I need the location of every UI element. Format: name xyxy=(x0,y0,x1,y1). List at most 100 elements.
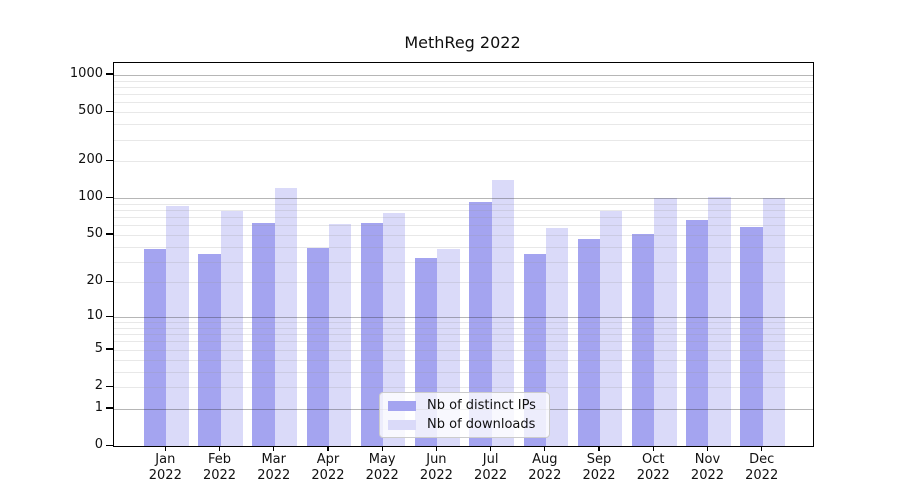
legend-label: Nb of downloads xyxy=(427,417,536,432)
x-tick-mark xyxy=(761,446,763,452)
minor-gridline xyxy=(114,341,813,343)
x-tick-label-jan: Jan 2022 xyxy=(148,452,182,483)
y-tick-label: 100 xyxy=(78,189,103,205)
x-tick-label-jul: Jul 2022 xyxy=(474,452,508,483)
minor-gridline xyxy=(114,282,813,284)
bar-downloads-feb xyxy=(220,211,243,446)
bar-distinct-ips-oct xyxy=(631,233,655,446)
y-tick-label: 0 xyxy=(94,437,103,452)
legend-swatch-distinct-ips xyxy=(388,400,416,411)
minor-gridline xyxy=(114,261,813,263)
legend-label: Nb of distinct IPs xyxy=(427,398,536,413)
minor-gridline xyxy=(114,349,813,351)
x-tick-label-may: May 2022 xyxy=(365,452,399,483)
minor-gridline xyxy=(114,94,813,96)
x-tick-mark xyxy=(435,446,438,452)
bar-downloads-apr xyxy=(328,224,352,446)
minor-gridline xyxy=(114,161,813,163)
minor-gridline xyxy=(114,387,813,388)
x-tick-label-aug: Aug 2022 xyxy=(528,452,562,483)
x-tick-label-jun: Jun 2022 xyxy=(419,452,453,483)
minor-gridline xyxy=(114,371,813,373)
minor-gridline xyxy=(114,139,813,141)
y-tick-mark xyxy=(106,280,113,283)
major-gridline xyxy=(114,74,813,76)
major-gridline xyxy=(114,317,813,319)
minor-gridline xyxy=(114,124,813,126)
minor-gridline xyxy=(114,112,813,114)
bar-downloads-nov xyxy=(708,196,731,446)
y-tick-mark xyxy=(106,348,113,350)
minor-gridline xyxy=(114,225,813,227)
x-tick-mark xyxy=(164,446,166,452)
bar-distinct-ips-mar xyxy=(252,222,275,446)
x-tick-label-mar: Mar 2022 xyxy=(257,452,291,483)
chart-title: MethReg 2022 xyxy=(404,33,521,52)
bar-distinct-ips-sep xyxy=(577,239,601,446)
bar-distinct-ips-dec xyxy=(740,227,763,446)
minor-gridline xyxy=(114,217,813,219)
bars-layer xyxy=(114,63,813,446)
y-tick-mark xyxy=(106,73,113,75)
x-tick-mark xyxy=(381,446,383,452)
plot-area xyxy=(113,62,814,447)
bar-downloads-mar xyxy=(274,188,298,446)
x-tick-mark xyxy=(706,446,709,452)
x-tick-mark xyxy=(327,446,329,452)
minor-gridline xyxy=(114,322,813,324)
bar-distinct-ips-nov xyxy=(686,220,709,446)
y-tick-mark xyxy=(106,196,113,198)
bar-downloads-sep xyxy=(600,210,623,446)
y-tick-label: 1000 xyxy=(69,65,103,81)
x-tick-mark xyxy=(598,446,600,452)
x-tick-label-apr: Apr 2022 xyxy=(311,452,345,483)
y-tick-mark xyxy=(106,110,113,112)
y-tick-label: 200 xyxy=(78,152,103,168)
y-tick-mark xyxy=(106,444,113,446)
minor-gridline xyxy=(114,86,813,88)
y-tick-label: 5 xyxy=(94,340,103,356)
bar-downloads-jan xyxy=(166,206,189,446)
minor-gridline xyxy=(114,334,813,336)
y-tick-label: 20 xyxy=(86,273,103,289)
major-gridline xyxy=(114,198,813,200)
x-tick-mark xyxy=(652,446,654,452)
y-tick-mark xyxy=(106,159,113,161)
y-tick-label: 500 xyxy=(78,103,103,119)
minor-gridline xyxy=(114,80,813,82)
bar-distinct-ips-feb xyxy=(198,253,221,446)
legend-swatch-downloads xyxy=(388,419,416,430)
y-tick-label: 10 xyxy=(86,308,103,324)
y-tick-mark xyxy=(106,233,113,235)
minor-gridline xyxy=(114,203,813,205)
minor-gridline xyxy=(114,102,813,104)
y-tick-label: 2 xyxy=(94,378,103,393)
y-tick-mark xyxy=(106,385,113,387)
y-tick-label: 50 xyxy=(86,225,103,241)
x-tick-label-feb: Feb 2022 xyxy=(202,452,237,483)
legend-item-distinct-ips: Nb of distinct IPs xyxy=(388,398,541,413)
legend-item-downloads: Nb of downloads xyxy=(388,417,541,432)
grid-layer xyxy=(114,63,813,446)
bar-distinct-ips-apr xyxy=(306,247,329,446)
x-tick-label-dec: Dec 2022 xyxy=(745,452,779,483)
bar-downloads-oct xyxy=(654,198,677,446)
y-tick-mark xyxy=(106,315,113,318)
minor-gridline xyxy=(114,246,813,248)
bar-downloads-dec xyxy=(762,197,785,446)
bar-distinct-ips-jan xyxy=(144,249,167,446)
x-tick-mark xyxy=(544,446,546,452)
x-tick-label-sep: Sep 2022 xyxy=(582,452,616,483)
minor-gridline xyxy=(114,210,813,211)
minor-gridline xyxy=(114,328,813,329)
y-tick-mark xyxy=(106,407,113,409)
y-tick-label: 1 xyxy=(94,399,103,415)
legend: Nb of distinct IPs Nb of downloads xyxy=(379,392,550,438)
x-tick-mark xyxy=(489,446,492,452)
x-tick-mark xyxy=(218,446,221,452)
x-tick-label-nov: Nov 2022 xyxy=(690,452,725,483)
minor-gridline xyxy=(114,359,813,361)
x-tick-label-oct: Oct 2022 xyxy=(636,452,670,483)
minor-gridline xyxy=(114,234,813,236)
